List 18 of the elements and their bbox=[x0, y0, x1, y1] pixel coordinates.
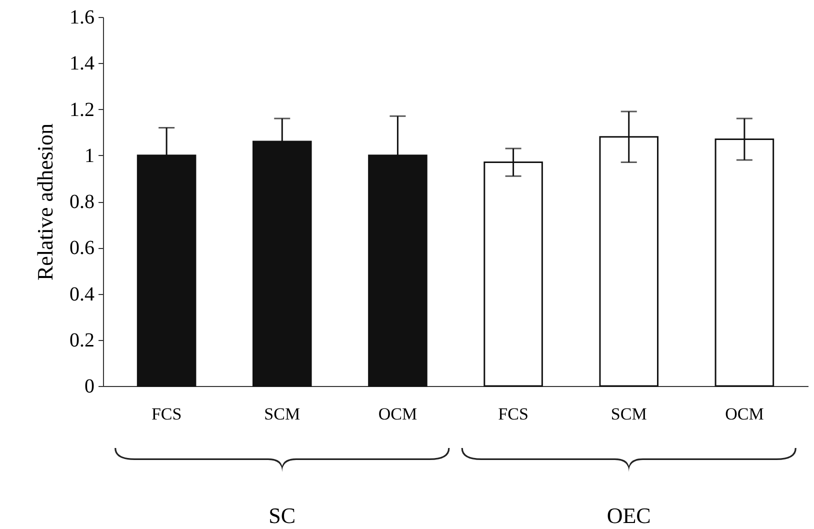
y-tick-label: 1.4 bbox=[70, 52, 94, 75]
y-tick-label: 1 bbox=[84, 144, 94, 167]
y-tick-label: 0.2 bbox=[70, 329, 94, 352]
y-tick-label: 1.2 bbox=[70, 98, 94, 121]
y-tick-label: 0.4 bbox=[70, 283, 94, 306]
x-tick-label: SCM bbox=[264, 404, 300, 424]
y-tick-label: 0.6 bbox=[70, 237, 94, 260]
x-tick-label: FCS bbox=[151, 404, 182, 424]
x-tick-label: FCS bbox=[498, 404, 528, 424]
x-tick-label: OCM bbox=[725, 404, 764, 424]
y-axis-title: Relative adhesion bbox=[32, 123, 58, 281]
y-tick-label: 0 bbox=[84, 376, 94, 398]
y-tick-label: 0.8 bbox=[70, 191, 94, 213]
text: SC bbox=[268, 503, 296, 528]
text: OEC bbox=[606, 503, 651, 528]
x-tick-label: OCM bbox=[378, 404, 418, 424]
y-tick-label: 1.6 bbox=[70, 6, 94, 28]
x-tick-label: SCM bbox=[610, 404, 647, 424]
